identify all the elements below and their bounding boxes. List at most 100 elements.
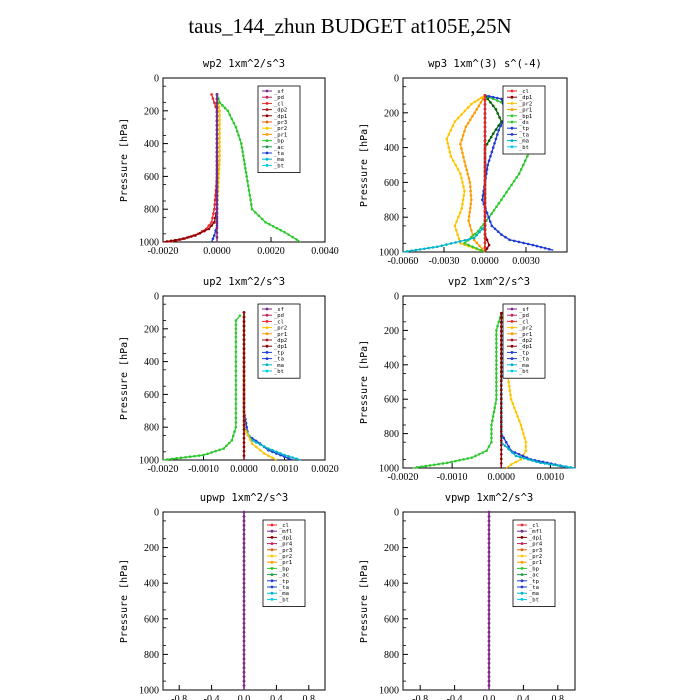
series-marker (242, 613, 246, 616)
series-marker (175, 457, 178, 460)
series-marker (519, 458, 523, 461)
series-marker (244, 171, 248, 174)
series-marker (218, 122, 221, 126)
series-marker (243, 162, 246, 166)
series-marker (234, 369, 238, 373)
series-marker (487, 630, 491, 634)
legend-entry: _bp1 (519, 114, 532, 120)
series-marker (218, 101, 221, 104)
series-marker (483, 144, 487, 148)
y-tick-label: 0 (154, 292, 159, 303)
legend-marker (520, 554, 524, 558)
legend-entry: _bp (529, 566, 539, 572)
x-tick-label: -0.4 (204, 694, 220, 700)
legend-marker (510, 102, 514, 105)
x-tick-label: 0.4 (517, 694, 530, 700)
series-marker (234, 416, 238, 420)
legend-entry: _tp (519, 126, 529, 132)
series-marker (254, 445, 258, 449)
series-marker (487, 445, 491, 448)
series-marker (244, 430, 248, 433)
y-axis-label: Pressure [hPa] (359, 559, 370, 643)
legend-entry: _bt (529, 597, 539, 603)
series-marker (504, 235, 507, 239)
legend-entry: _ma (529, 591, 539, 597)
series-marker (487, 675, 491, 678)
series-marker (485, 449, 488, 453)
series-marker (493, 227, 497, 231)
x-tick-label: 0.0 (483, 694, 496, 700)
series-marker (223, 106, 227, 110)
series-marker (242, 342, 246, 346)
series-marker (291, 456, 294, 459)
series-marker (499, 439, 503, 442)
series-marker (490, 440, 493, 444)
series-marker (234, 323, 238, 327)
series-marker (556, 464, 560, 467)
legend-marker (520, 560, 524, 564)
series-marker (497, 128, 500, 132)
x-tick-label: 0.0000 (203, 246, 231, 257)
series-marker (445, 461, 449, 465)
series-marker (215, 119, 219, 123)
series-marker (487, 139, 491, 142)
y-tick-label: 0 (394, 508, 399, 519)
series-marker (215, 203, 219, 207)
series-marker (483, 135, 487, 138)
legend-entry: _cl (529, 523, 539, 529)
legend-entry: _bt (519, 369, 529, 375)
series-marker (445, 243, 448, 246)
series-marker (495, 205, 498, 209)
series-marker (487, 532, 491, 536)
x-tick-label: 0.0040 (311, 246, 339, 257)
panel-title: up2 1xm^2/s^3 (203, 276, 285, 288)
series-marker (242, 510, 246, 514)
legend-marker (265, 369, 269, 373)
series-marker (234, 327, 238, 331)
series-marker (242, 419, 246, 422)
series-marker (242, 397, 246, 401)
legend-entry: _tp (279, 579, 289, 585)
series-marker (469, 185, 472, 189)
series-marker (507, 447, 510, 451)
y-axis-label: Pressure [hPa] (359, 340, 370, 424)
series-marker (468, 211, 471, 214)
series-marker (242, 635, 246, 638)
legend-marker (265, 326, 269, 329)
x-tick-label: 0.0000 (471, 256, 499, 267)
x-tick-label: -0.0020 (148, 464, 179, 475)
series-marker (215, 155, 219, 159)
series-marker (569, 466, 572, 469)
series-marker (517, 240, 521, 244)
legend-entry: _pr3 (274, 120, 287, 126)
series-marker (231, 434, 235, 438)
series-marker (490, 428, 493, 431)
series-marker (521, 163, 525, 167)
legend-marker (510, 89, 514, 93)
series-marker (207, 227, 211, 231)
series-marker (221, 104, 224, 107)
series-marker (497, 124, 500, 127)
series-marker (487, 550, 491, 554)
series-marker (215, 128, 219, 132)
x-tick-label: -0.4 (447, 694, 463, 700)
series-marker (522, 456, 526, 460)
series-marker (234, 393, 238, 396)
series-marker (495, 346, 498, 349)
series-marker (242, 414, 246, 418)
legend-marker (520, 523, 524, 527)
series-marker (460, 138, 464, 142)
series-marker (242, 626, 246, 629)
series-marker (491, 95, 495, 99)
series-marker (490, 419, 494, 423)
series-marker (184, 455, 187, 459)
series-marker (463, 160, 466, 163)
series-marker (242, 653, 246, 656)
series-marker (287, 233, 290, 236)
series-marker (489, 135, 493, 139)
x-tick-label: -0.0020 (388, 472, 419, 483)
series-marker (487, 559, 491, 563)
series-marker (215, 207, 219, 211)
